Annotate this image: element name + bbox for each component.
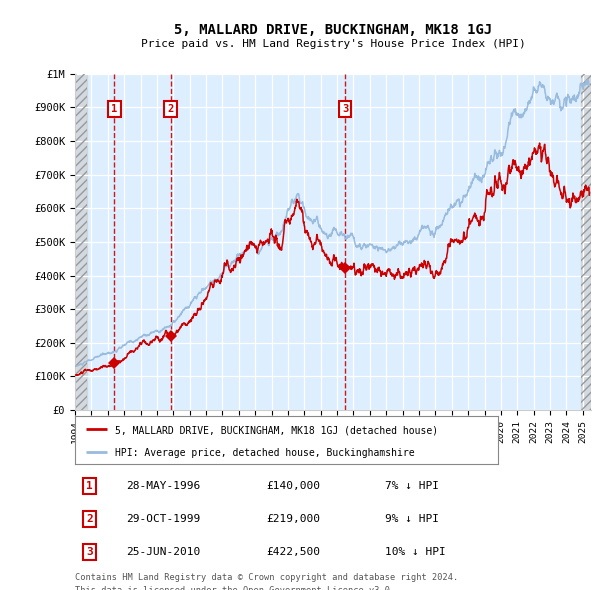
Text: 3: 3	[342, 104, 348, 114]
Bar	[581, 74, 591, 410]
Text: £140,000: £140,000	[266, 481, 320, 491]
Bar	[75, 74, 87, 410]
Text: 1: 1	[112, 104, 118, 114]
Text: £422,500: £422,500	[266, 547, 320, 557]
Text: 2: 2	[86, 514, 93, 524]
Text: HPI: Average price, detached house, Buckinghamshire: HPI: Average price, detached house, Buck…	[115, 448, 415, 458]
Text: 3: 3	[86, 547, 93, 557]
Text: 5, MALLARD DRIVE, BUCKINGHAM, MK18 1GJ (detached house): 5, MALLARD DRIVE, BUCKINGHAM, MK18 1GJ (…	[115, 425, 439, 435]
Text: 28-MAY-1996: 28-MAY-1996	[127, 481, 201, 491]
Text: Contains HM Land Registry data © Crown copyright and database right 2024.: Contains HM Land Registry data © Crown c…	[75, 573, 458, 582]
Text: 10% ↓ HPI: 10% ↓ HPI	[385, 547, 445, 557]
Text: 1: 1	[86, 481, 93, 491]
Text: 7% ↓ HPI: 7% ↓ HPI	[385, 481, 439, 491]
Text: £219,000: £219,000	[266, 514, 320, 524]
Text: Price paid vs. HM Land Registry's House Price Index (HPI): Price paid vs. HM Land Registry's House …	[140, 40, 526, 49]
Text: 25-JUN-2010: 25-JUN-2010	[127, 547, 201, 557]
Text: 5, MALLARD DRIVE, BUCKINGHAM, MK18 1GJ: 5, MALLARD DRIVE, BUCKINGHAM, MK18 1GJ	[174, 22, 492, 37]
Text: 2: 2	[167, 104, 173, 114]
Text: This data is licensed under the Open Government Licence v3.0.: This data is licensed under the Open Gov…	[75, 586, 395, 590]
Text: 9% ↓ HPI: 9% ↓ HPI	[385, 514, 439, 524]
Text: 29-OCT-1999: 29-OCT-1999	[127, 514, 201, 524]
Bar	[581, 74, 591, 410]
Bar	[75, 74, 87, 410]
